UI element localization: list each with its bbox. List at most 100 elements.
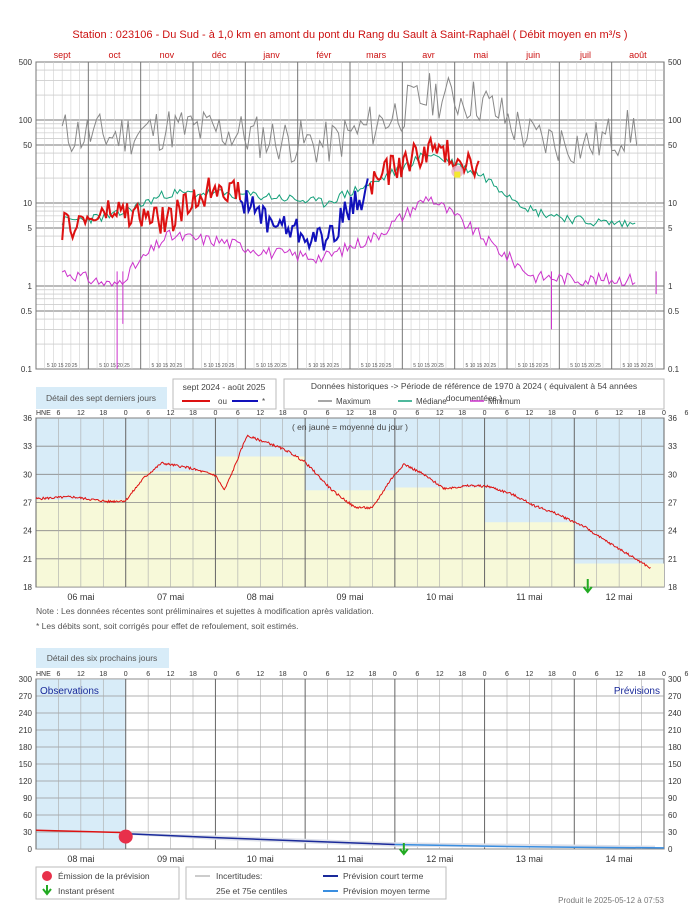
footer-produced: Produit le 2025-05-12 à 07:53 xyxy=(558,896,664,905)
week-hour-label: 0 xyxy=(303,410,307,417)
week-hour-label: 6 xyxy=(236,410,240,417)
forecast-hour-label: 6 xyxy=(595,671,599,678)
week-hour-label: 0 xyxy=(124,410,128,417)
week-y-tick-left: 21 xyxy=(23,555,32,564)
period-legend-label: sept 2024 - août 2025 xyxy=(183,382,266,392)
day-tick-labels: 5 10 15 20 25 xyxy=(466,363,497,369)
note-preliminary: Note : Les données récentes sont prélimi… xyxy=(36,606,374,616)
week-hour-label: 12 xyxy=(346,410,354,417)
month-label: juil xyxy=(579,50,591,60)
week-y-tick-left: 18 xyxy=(23,583,32,592)
forecast-hour-label: 18 xyxy=(369,671,377,678)
observations-label: Observations xyxy=(40,686,99,697)
forecast-y-tick-right: 270 xyxy=(668,692,682,701)
week-day-label: 09 mai xyxy=(336,592,363,602)
week-y-tick-left: 36 xyxy=(23,414,32,423)
month-label: févr xyxy=(316,50,331,60)
week-hour-label: 0 xyxy=(213,410,217,417)
legend-present: Instant présent xyxy=(58,886,115,896)
legend-maximum: Maximum xyxy=(336,397,371,406)
forecast-hour-label: 0 xyxy=(393,671,397,678)
week-hour-label: 12 xyxy=(77,410,85,417)
day-tick-labels: 5 10 15 20 25 xyxy=(518,363,549,369)
legend-minimum: Minimum xyxy=(488,397,521,406)
legend-emission: Émission de la prévision xyxy=(58,871,150,881)
month-label: juin xyxy=(525,50,540,60)
week-hour-label: 12 xyxy=(256,410,264,417)
forecast-y-tick-right: 0 xyxy=(668,845,673,854)
note-corrected: * Les débits sont, soit corrigés pour ef… xyxy=(36,621,299,631)
y-tick-label-right: 5 xyxy=(668,224,673,233)
week-hour-label: 12 xyxy=(167,410,175,417)
month-label: sept xyxy=(54,50,72,60)
day-tick-labels: 5 10 15 20 25 xyxy=(570,363,601,369)
forecast-hour-label: 6 xyxy=(505,671,509,678)
month-label: août xyxy=(629,50,647,60)
day-tick-labels: 5 10 15 20 25 xyxy=(623,363,654,369)
forecast-y-tick-right: 210 xyxy=(668,726,682,735)
forecast-uncertainty-band xyxy=(125,832,656,849)
present-arrow-icon xyxy=(42,885,52,896)
forecast-hour-label: 6 xyxy=(684,671,688,678)
forecast-hour-label: 12 xyxy=(615,671,623,678)
period-legend-box xyxy=(172,378,277,410)
series-median xyxy=(61,152,636,228)
forecast-day-label: 12 mai xyxy=(426,854,453,864)
forecast-hour-label: 12 xyxy=(77,671,85,678)
week-hour-label: 18 xyxy=(458,410,466,417)
week-hour-label: 6 xyxy=(326,410,330,417)
week-y-tick-left: 27 xyxy=(23,499,32,508)
week-day-label: 07 mai xyxy=(157,592,184,602)
week-detail-tab[interactable] xyxy=(36,387,167,409)
series-current-red xyxy=(368,135,480,195)
y-tick-label-left: 500 xyxy=(19,58,33,67)
week-hour-label: 6 xyxy=(595,410,599,417)
forecast-hour-label: 12 xyxy=(167,671,175,678)
forecast-y-tick-left: 150 xyxy=(19,760,33,769)
week-day-label: 11 mai xyxy=(516,592,542,602)
week-hour-label: 18 xyxy=(99,410,107,417)
forecast-hour-label: 0 xyxy=(662,671,666,678)
week-y-tick-right: 18 xyxy=(668,583,677,592)
week-hne-label: HNE xyxy=(36,410,51,417)
week-y-tick-right: 27 xyxy=(668,499,677,508)
series-maximum xyxy=(61,73,638,164)
forecast-y-tick-left: 270 xyxy=(19,692,33,701)
present-arrow-icon xyxy=(399,843,409,856)
forecast-day-label: 08 mai xyxy=(67,854,94,864)
y-tick-label-right: 0.1 xyxy=(668,365,680,374)
y-tick-label-right: 1 xyxy=(668,282,673,291)
week-mean-note: ( en jaune = moyenne du jour ) xyxy=(292,422,408,432)
month-label: mars xyxy=(366,50,386,60)
forecast-hour-label: 0 xyxy=(303,671,307,678)
y-tick-label-right: 100 xyxy=(668,116,682,125)
series-minimum xyxy=(61,195,636,287)
forecast-hour-label: 0 xyxy=(483,671,487,678)
week-hour-label: 18 xyxy=(548,410,556,417)
y-tick-label-left: 100 xyxy=(19,116,33,125)
y-tick-label-left: 0.1 xyxy=(21,365,33,374)
day-tick-labels: 5 10 15 20 25 xyxy=(256,363,287,369)
week-hour-label: 12 xyxy=(436,410,444,417)
forecast-hour-label: 0 xyxy=(213,671,217,678)
month-label: nov xyxy=(160,50,175,60)
week-hour-label: 6 xyxy=(56,410,60,417)
historical-legend-box xyxy=(283,378,665,410)
legend-median: Médiane xyxy=(416,397,447,406)
day-tick-labels: 5 10 15 20 25 xyxy=(152,363,183,369)
chart-title: Station : 023106 - Du Sud - à 1,0 km en … xyxy=(72,29,627,41)
emission-marker xyxy=(118,829,133,844)
forecast-legend-box-right xyxy=(185,866,447,900)
week-day-label: 10 mai xyxy=(426,592,453,602)
y-tick-label-right: 50 xyxy=(668,141,677,150)
forecast-hour-label: 6 xyxy=(326,671,330,678)
y-tick-label-right: 0.5 xyxy=(668,307,680,316)
historical-legend-title: Données historiques -> Période de référe… xyxy=(310,381,638,403)
forecast-hour-label: 6 xyxy=(56,671,60,678)
week-y-tick-right: 24 xyxy=(668,527,677,536)
forecast-detail-tab[interactable] xyxy=(36,648,169,668)
week-y-tick-left: 24 xyxy=(23,527,32,536)
forecast-y-tick-left: 0 xyxy=(28,845,33,854)
forecast-y-tick-left: 210 xyxy=(19,726,33,735)
